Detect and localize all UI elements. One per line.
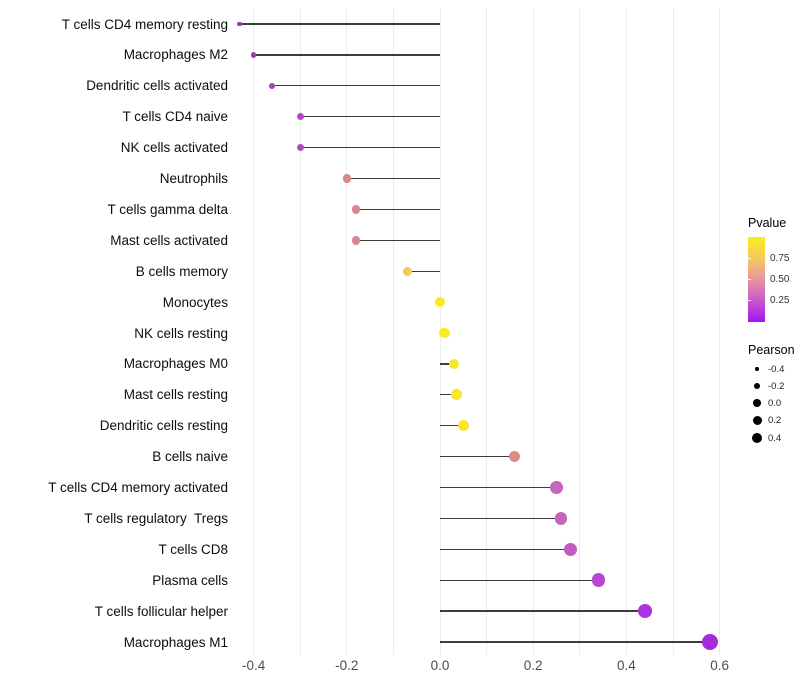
category-label: T cells follicular helper [94, 603, 228, 619]
data-point [351, 236, 361, 245]
data-point [250, 52, 257, 58]
data-point [439, 327, 450, 339]
category-label: Monocytes [162, 294, 228, 310]
data-point [554, 512, 568, 525]
x-gridline [625, 8, 627, 655]
x-gridline [486, 8, 488, 655]
x-gridline [253, 8, 255, 655]
x-gridline [672, 8, 674, 655]
pvalue-tick-label: 0.50 [770, 274, 790, 285]
pearson-size-label: -0.4 [768, 363, 785, 375]
lollipop-stem [272, 85, 440, 87]
pearson-size-dot [752, 416, 762, 425]
data-point [296, 113, 304, 121]
pvalue-tick-label: 0.75 [770, 252, 790, 264]
category-label: Dendritic cells resting [99, 418, 228, 434]
category-label: T cells CD4 memory activated [48, 480, 228, 495]
pearson-size-dot [754, 383, 760, 389]
lollipop-stem [300, 116, 440, 118]
pvalue-bar-tick [748, 300, 751, 302]
lollipop-stem [407, 270, 440, 272]
pearson-size-label: 0.4 [768, 432, 782, 444]
pearson-size-dot [753, 399, 761, 407]
lollipop-stem [356, 208, 440, 211]
pvalue-bar-tick [748, 257, 751, 259]
category-label: NK cells activated [120, 140, 228, 156]
data-point [448, 358, 460, 370]
lollipop-stem [239, 23, 440, 25]
category-label: Macrophages M0 [123, 356, 228, 372]
data-point [351, 205, 361, 214]
data-point [637, 603, 653, 619]
category-label: T cells CD4 memory resting [61, 16, 228, 32]
data-point [402, 266, 413, 276]
x-tick-label: -0.2 [335, 658, 359, 673]
x-gridline [299, 8, 301, 655]
lollipop-stem [440, 548, 571, 550]
category-label: Dendritic cells activated [86, 78, 228, 94]
category-label: T cells gamma delta [107, 201, 228, 217]
x-gridline [719, 8, 721, 655]
pearson-size-label: 0.0 [768, 397, 782, 409]
data-point [269, 82, 276, 89]
pvalue-tick-label: 0.25 [770, 295, 790, 307]
lollipop-stem [440, 455, 515, 458]
pearson-size-label: 0.2 [768, 415, 782, 426]
x-tick-label: 0.0 [430, 658, 450, 673]
data-point [702, 634, 719, 650]
category-label: NK cells resting [134, 325, 228, 341]
lollipop-stem [440, 486, 557, 489]
x-gridline [579, 8, 581, 655]
x-gridline [532, 8, 534, 655]
lollipop-stem [346, 177, 440, 180]
pearson-legend-title: Pearson [748, 343, 795, 357]
category-label: Macrophages M1 [123, 634, 228, 650]
category-label: B cells memory [135, 263, 228, 279]
lollipop-stem [300, 146, 440, 149]
category-label: Neutrophils [159, 171, 228, 186]
category-label: T cells CD8 [158, 541, 228, 557]
data-point [457, 420, 469, 432]
data-point [296, 144, 304, 152]
x-tick-label: 0.6 [710, 658, 729, 673]
data-point [550, 481, 563, 494]
lollipop-stem [356, 239, 440, 241]
data-point [591, 573, 606, 587]
data-point [237, 21, 242, 27]
pearson-size-dot [755, 367, 759, 371]
lollipop-stem [440, 394, 457, 396]
pvalue-legend-title: Pvalue [748, 216, 787, 230]
category-label: B cells naive [152, 449, 228, 465]
pvalue-bar-tick [748, 278, 751, 281]
category-label: T cells CD4 naive [122, 109, 228, 125]
lollipop-stem [440, 641, 711, 643]
x-gridline [392, 8, 394, 655]
data-point [342, 174, 351, 183]
category-label: T cells regulatory Tregs [84, 510, 228, 526]
lollipop-stem [440, 517, 562, 520]
category-label: Mast cells resting [123, 387, 228, 403]
data-point [508, 450, 521, 463]
pearson-size-dot [751, 432, 763, 444]
lollipop-stem [440, 425, 464, 427]
category-label: Plasma cells [152, 572, 228, 588]
lollipop-stem [440, 363, 454, 365]
x-tick-label: 0.4 [617, 658, 636, 673]
x-gridline [346, 8, 348, 655]
x-tick-label: 0.2 [523, 658, 543, 673]
data-point [434, 296, 446, 308]
pvalue-gradient-bar [748, 237, 765, 322]
category-label: Macrophages M2 [123, 47, 228, 63]
category-label: Mast cells activated [110, 232, 228, 248]
x-tick-label: -0.4 [241, 658, 266, 673]
data-point [450, 389, 462, 401]
lollipop-stem [253, 54, 440, 56]
lollipop-stem [440, 579, 599, 581]
pearson-size-label: -0.2 [768, 380, 785, 392]
data-point [563, 542, 577, 556]
lollipop-stem [440, 610, 646, 612]
